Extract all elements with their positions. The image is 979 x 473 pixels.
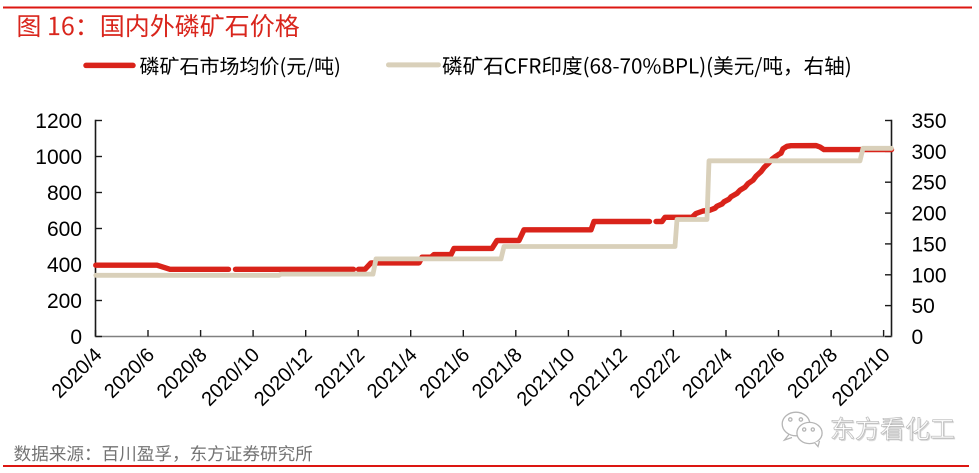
svg-text:0: 0 <box>912 326 924 349</box>
svg-text:600: 600 <box>47 218 82 241</box>
svg-text:250: 250 <box>912 172 947 195</box>
svg-text:350: 350 <box>912 110 947 133</box>
svg-text:0: 0 <box>70 326 82 349</box>
svg-text:150: 150 <box>912 233 947 256</box>
svg-text:400: 400 <box>47 254 82 277</box>
svg-text:50: 50 <box>912 295 935 318</box>
svg-text:300: 300 <box>912 141 947 164</box>
svg-text:200: 200 <box>912 203 947 226</box>
svg-text:100: 100 <box>912 264 947 287</box>
svg-text:200: 200 <box>47 290 82 313</box>
svg-text:1200: 1200 <box>35 110 82 133</box>
svg-text:800: 800 <box>47 182 82 205</box>
svg-text:1000: 1000 <box>35 146 82 169</box>
